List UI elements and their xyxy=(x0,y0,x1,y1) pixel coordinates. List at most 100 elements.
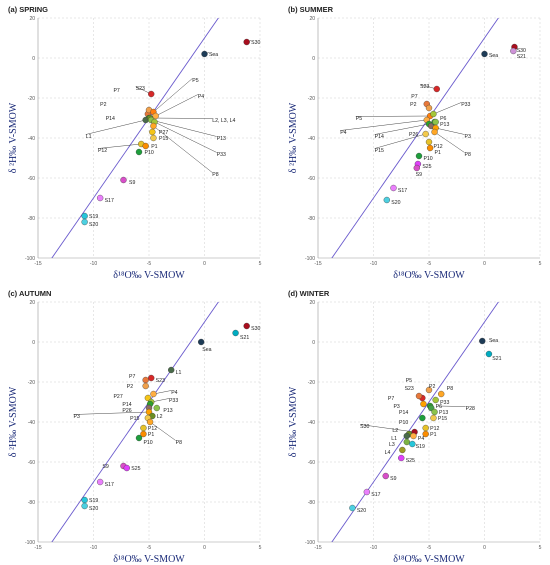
y-tick-label: 20 xyxy=(309,300,315,306)
x-tick-label: -5 xyxy=(427,545,432,551)
point-label: P28 xyxy=(466,406,475,412)
data-point-p15 xyxy=(430,414,437,422)
y-tick-label: 20 xyxy=(309,16,315,22)
y-tick-label: -100 xyxy=(25,256,35,262)
data-point-p10 xyxy=(135,434,143,442)
point-label: P3 xyxy=(465,134,471,140)
data-point-s20 xyxy=(81,218,88,226)
leader-line xyxy=(355,115,431,117)
leader-line xyxy=(360,424,415,433)
panel-autumn: -15 -10 -5 0 5 -100 -80 -60 -40 -20 0 20 (c) AUTUMN δ… xyxy=(8,289,262,565)
leader-line xyxy=(374,123,430,135)
point-label: P13 xyxy=(217,136,226,142)
point-label: P10 xyxy=(399,420,408,426)
x-axis-label: δ¹⁸O‰ V-SMOW xyxy=(113,554,185,565)
point-label: P27 xyxy=(159,130,168,136)
point-label: P14 xyxy=(106,116,115,122)
data-point-s21 xyxy=(510,47,517,55)
data-point-l4 xyxy=(399,446,406,454)
point-label: P1 xyxy=(430,432,436,438)
data-point-s17 xyxy=(96,194,104,202)
leader-line xyxy=(97,143,142,149)
y-axis-label: δ ²H‰ V-SMOW xyxy=(8,102,19,173)
panel-summer: -15 -10 -5 0 5 -100 -80 -60 -40 -20 0 20 (b) SUMMER δ… xyxy=(288,5,542,281)
point-label: L2 xyxy=(157,414,163,420)
point-label: S20 xyxy=(89,506,98,512)
leader-line xyxy=(154,121,217,153)
point-label: P2 xyxy=(429,384,435,390)
data-point-p4 xyxy=(150,390,157,398)
point-label: P13 xyxy=(440,122,449,128)
data-point-p4 xyxy=(410,432,417,440)
point-label: S21 xyxy=(492,356,501,362)
point-label: S21 xyxy=(240,335,249,341)
point-label: S20 xyxy=(89,222,98,228)
point-label: Sea xyxy=(202,347,211,353)
point-label: P33 xyxy=(440,400,449,406)
x-tick-label: -15 xyxy=(314,261,321,267)
point-label: S20 xyxy=(391,200,400,206)
data-point-l3 xyxy=(403,438,410,446)
point-label: L1 xyxy=(391,436,397,442)
point-label: S21 xyxy=(517,54,526,60)
x-tick-label: -10 xyxy=(90,261,97,267)
x-tick-label: 5 xyxy=(259,261,262,267)
point-label: P4 xyxy=(171,390,177,396)
data-point-sea xyxy=(201,50,208,58)
point-label: P4 xyxy=(198,94,204,100)
x-axis-label: δ¹⁸O‰ V-SMOW xyxy=(393,554,465,565)
point-label: S25 xyxy=(422,164,431,170)
x-tick-label: -10 xyxy=(370,545,377,551)
y-axis-label: δ ²H‰ V-SMOW xyxy=(288,102,299,173)
point-label: S19 xyxy=(416,444,425,450)
leader-line xyxy=(150,117,213,119)
y-tick-label: -40 xyxy=(308,420,315,426)
leader-line xyxy=(153,78,193,113)
y-tick-label: -100 xyxy=(305,256,315,262)
x-tick-label: -5 xyxy=(147,261,152,267)
point-label: P4 xyxy=(418,436,424,442)
y-tick-label: -80 xyxy=(308,216,315,222)
leader-line xyxy=(151,119,217,137)
leader-line xyxy=(85,119,146,135)
point-label: P10 xyxy=(143,440,152,446)
y-tick-label: 0 xyxy=(312,340,315,346)
point-label: S23 xyxy=(420,84,429,90)
point-label: P14 xyxy=(375,134,384,140)
y-tick-label: -60 xyxy=(308,176,315,182)
point-label: P1 xyxy=(435,150,441,156)
point-label: S25 xyxy=(406,458,415,464)
x-tick-label: 0 xyxy=(203,545,206,551)
x-axis-label: δ¹⁸O‰ V-SMOW xyxy=(393,270,465,281)
lmwl-line xyxy=(331,18,499,258)
point-label: P13 xyxy=(163,408,172,414)
data-point-s25 xyxy=(123,464,130,472)
panel-title: (a) SPRING xyxy=(8,5,48,14)
data-point-p13 xyxy=(431,408,438,416)
panel-title: (b) SUMMER xyxy=(288,5,334,14)
y-tick-label: 0 xyxy=(32,340,35,346)
point-label: S30 xyxy=(251,40,260,46)
point-label: P6 xyxy=(436,404,442,410)
point-label: P3 xyxy=(74,414,80,420)
point-label: S23 xyxy=(136,86,145,92)
point-label: P15 xyxy=(130,416,139,422)
data-point-p12 xyxy=(425,138,433,146)
point-label: P13 xyxy=(439,410,448,416)
data-point-p8 xyxy=(150,122,157,130)
data-point-p3 xyxy=(420,400,427,408)
data-point-s9 xyxy=(120,176,127,184)
point-label: P2 xyxy=(100,102,106,108)
y-tick-label: -20 xyxy=(308,380,315,386)
data-point-s17 xyxy=(363,488,371,496)
point-label: S25 xyxy=(131,466,140,472)
data-point-s19 xyxy=(81,212,88,220)
data-point-sea xyxy=(481,50,488,58)
panel-title: (d) WINTER xyxy=(288,289,330,298)
leader-line xyxy=(155,94,198,117)
point-label: S30 xyxy=(251,326,260,332)
x-tick-label: 0 xyxy=(203,261,206,267)
point-label: Sea xyxy=(489,338,498,344)
data-point-p15 xyxy=(150,134,157,142)
x-tick-label: -15 xyxy=(34,545,41,551)
